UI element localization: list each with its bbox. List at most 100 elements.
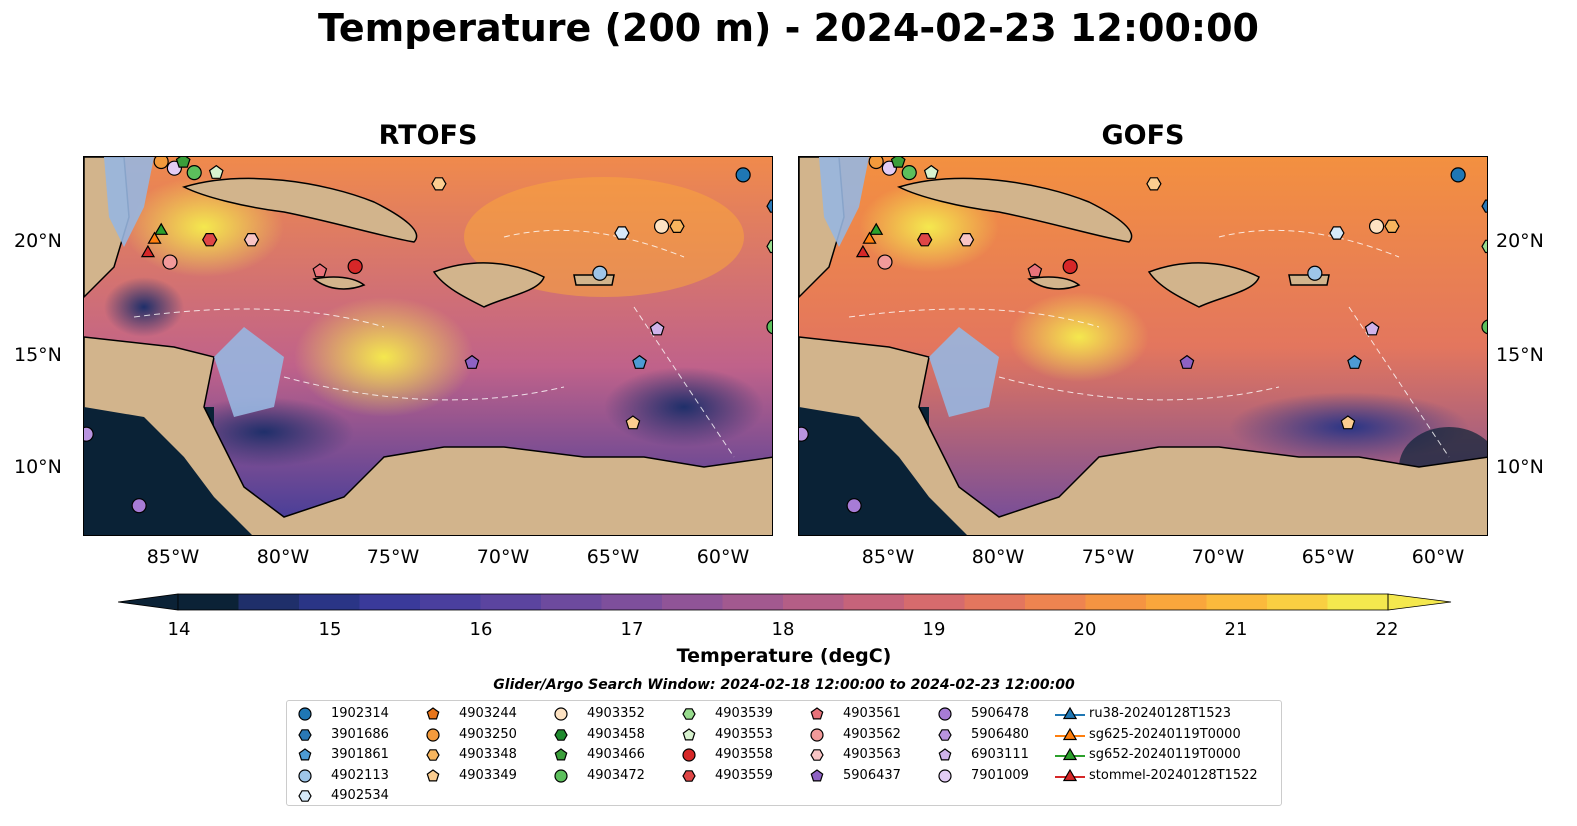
legend-label: 3901686 [331,726,389,742]
central-america-land [799,336,1487,535]
legend-label: 4903472 [587,767,645,783]
float-marker [766,239,772,254]
float-marker [632,354,647,369]
legend-marker [1055,747,1085,761]
float-marker [614,226,630,240]
legend-marker [682,769,696,782]
legend-marker [298,768,312,783]
hispaniola-land [1147,262,1260,308]
legend-label: 4903563 [843,747,901,762]
legend-symbol [298,707,312,721]
lon-label-left-65: 65°W [586,546,640,568]
legend-label: sg652-20240119T0000 [1089,747,1241,762]
float-marker [1146,177,1162,191]
float-marker [868,157,884,170]
lat-label-right-10: 10°N [1496,456,1544,478]
legend-symbol [682,727,696,740]
legend-label: 5906437 [843,767,901,783]
legend-symbol [810,707,824,720]
legend-marker [554,748,568,761]
legend-marker [1055,768,1085,781]
colorbar-tick-14: 14 [167,619,191,640]
legend: 1902314 3901686 3901861 4902113 4902534 49032… [286,700,1282,806]
legend-label: 4902534 [331,788,389,803]
colorbar-segment [420,594,481,610]
continental-shelf [929,327,999,417]
float-marker [147,231,162,244]
legend-label: 4903244 [459,706,517,721]
legend-marker [938,728,952,741]
legend-symbol [938,768,952,783]
lon-label-left-85: 85°W [146,546,200,568]
legend-label: 7901009 [971,767,1029,783]
colorbar-label: Temperature (degC) [676,645,892,667]
legend-label: 4903539 [715,706,773,721]
float-marker [243,232,260,247]
float-marker [1481,239,1487,254]
continental-shelf [819,157,869,247]
float-marker [1307,265,1323,281]
float-marker [855,244,871,258]
central-america-land [84,336,772,535]
colorbar-tick-21: 21 [1224,619,1248,640]
legend-marker [298,748,312,761]
float-marker [464,354,480,369]
colorbar [118,593,1452,611]
legend-label: 4903562 [843,726,901,742]
float-marker [1347,354,1362,369]
colorbar-tick-16: 16 [469,619,493,640]
eez-boundaries [133,229,735,458]
colorbar-segment [783,594,844,610]
float-marker [1179,354,1195,369]
legend-title: Glider/Argo Search Window: 2024-02-18 12… [493,677,1075,693]
legend-marker [682,708,696,720]
colorbar-segment [359,594,421,610]
legend-label: 4903348 [459,747,517,762]
colorbar-tick-15: 15 [318,619,342,640]
float-marker [1450,167,1466,183]
float-marker [1062,258,1078,275]
jamaica-land [312,276,366,290]
pacific-coast [799,407,967,535]
float-marker [901,165,917,181]
lat-label-left-15: 15°N [14,344,62,366]
float-marker [592,265,608,281]
colorbar-segment [178,594,239,610]
cold-anomaly [604,367,764,447]
eez-boundaries [848,229,1450,458]
legend-label: 4903466 [587,747,645,762]
colorbar-segment [843,594,905,610]
legend-symbol [426,749,440,761]
continental-shelf [214,327,284,417]
colorbar-extend-low [118,593,179,611]
float-marker [890,157,906,168]
float-marker [162,254,178,270]
legend-symbol [554,728,568,741]
legend-label: 4903553 [715,726,773,742]
float-marker [154,222,169,235]
lon-label-left-80: 80°W [256,546,310,568]
lat-label-left-20: 20°N [14,230,62,252]
legend-marker [810,768,824,781]
legend-label: 4903458 [587,726,645,742]
lon-label-left-60: 60°W [696,546,750,568]
legend-label: 4903558 [715,747,773,762]
lon-label-right-70: 70°W [1191,546,1245,568]
warm-anomaly [294,297,474,417]
lat-label-right-20: 20°N [1496,230,1544,252]
float-marker [1364,321,1380,336]
legend-marker [554,728,568,741]
float-marker [799,426,809,442]
legend-symbol [938,728,952,741]
lon-label-right-75: 75°W [1081,546,1135,568]
float-marker [869,222,884,235]
legend-label: 6903111 [971,747,1029,762]
colorbar-segment [541,594,602,610]
legend-marker [810,749,824,761]
legend-symbol [1062,706,1078,720]
float-marker [923,164,939,179]
float-marker [766,319,772,335]
float-marker [1368,218,1385,234]
continental-shelf [104,157,154,247]
legend-marker [938,748,952,761]
